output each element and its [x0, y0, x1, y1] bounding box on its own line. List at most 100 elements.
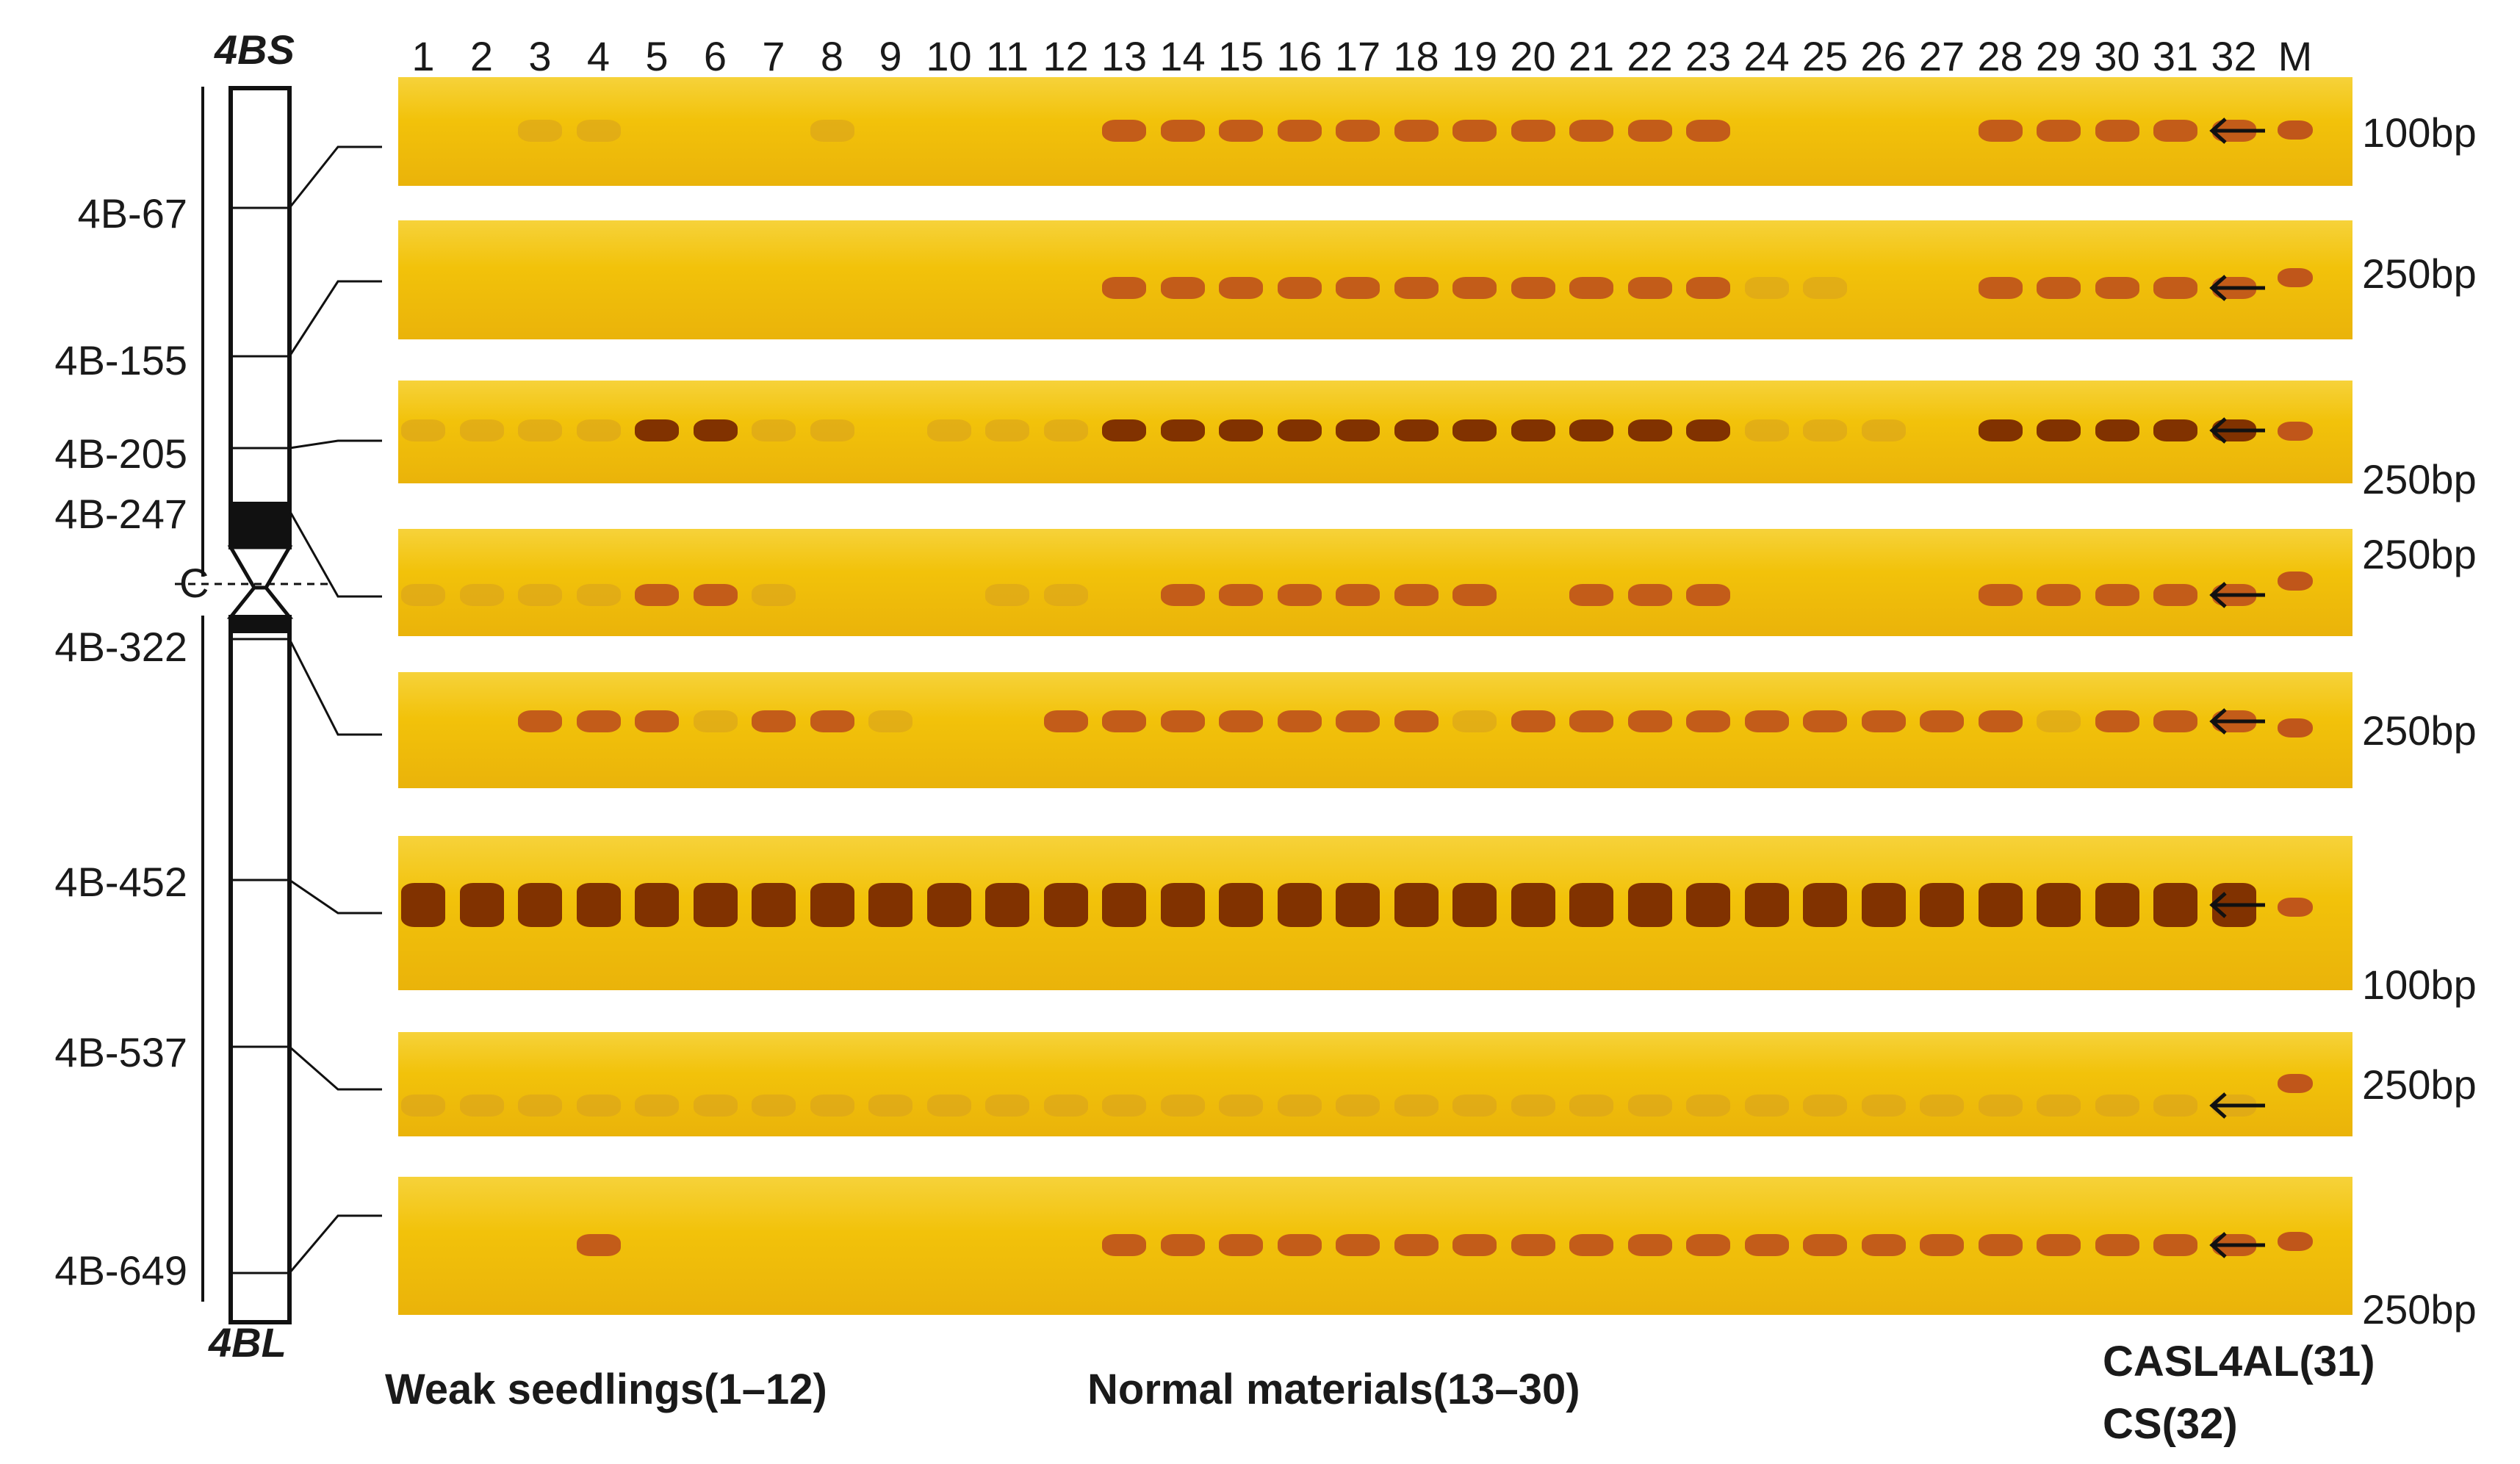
gel-band — [752, 419, 796, 441]
gel-band — [1160, 419, 1205, 441]
gel-band — [1452, 277, 1497, 299]
gel-panel — [398, 529, 2352, 636]
gel-band — [693, 1095, 738, 1117]
marker-label-4B-155: 4B-155 — [54, 337, 187, 383]
gel-band — [1686, 419, 1730, 441]
gel-band — [635, 883, 679, 927]
gel-band — [1569, 584, 1613, 606]
gel-band — [868, 1095, 912, 1117]
gel-band — [1219, 1234, 1263, 1256]
gel-band — [1160, 1095, 1205, 1117]
gel-band — [2153, 883, 2197, 927]
gel-band — [693, 883, 738, 927]
size-label: 100bp — [2362, 109, 2477, 156]
gel-band — [635, 710, 679, 732]
lane-number: 26 — [1860, 33, 1907, 79]
lane-number: 22 — [1627, 33, 1673, 79]
gel-band — [1511, 1095, 1555, 1117]
lane-number: 28 — [1977, 33, 2023, 79]
lane-number: 15 — [1217, 33, 1264, 79]
band-arrow-icon — [2209, 708, 2265, 735]
gel-band — [1452, 1234, 1497, 1256]
lane-number: 9 — [879, 33, 902, 79]
gel-band — [868, 710, 912, 732]
short-arm — [228, 86, 292, 549]
gel-band — [1277, 277, 1322, 299]
lane-number: 10 — [926, 33, 972, 79]
ladder-band — [2278, 1232, 2313, 1252]
gel-band — [693, 710, 738, 732]
gel-band — [1627, 1095, 1672, 1117]
gel-band — [810, 710, 854, 732]
gel-band — [1102, 1234, 1146, 1256]
gel-band — [1803, 883, 1847, 927]
long-arm — [228, 615, 292, 1324]
gel-band — [1978, 1095, 2023, 1117]
size-label: 250bp — [2362, 707, 2477, 754]
gel-band — [2037, 1095, 2081, 1117]
gel-panel — [398, 1177, 2352, 1315]
lane-number: 3 — [528, 33, 552, 79]
gel-band — [2153, 710, 2197, 732]
lane-number: 14 — [1159, 33, 1206, 79]
gel-band — [1803, 710, 1847, 732]
gel-band — [1394, 1234, 1439, 1256]
gel-band — [1102, 277, 1146, 299]
lane-number: 18 — [1393, 33, 1439, 79]
gel-band — [1920, 883, 1964, 927]
gel-band — [926, 883, 971, 927]
gel-band — [518, 419, 562, 441]
gel-band — [576, 883, 621, 927]
gel-band — [459, 584, 504, 606]
gel-band — [1744, 710, 1789, 732]
long-arm-label: 4BL — [209, 1319, 287, 1366]
gel-band — [1511, 1234, 1555, 1256]
marker-label-4B-452: 4B-452 — [54, 859, 187, 905]
gel-band — [1043, 710, 1088, 732]
gel-band — [1219, 120, 1263, 142]
gel-band — [1394, 710, 1439, 732]
gel-band — [459, 883, 504, 927]
gel-band — [1160, 883, 1205, 927]
gel-band — [1452, 584, 1497, 606]
marker-label-4B-247: 4B-247 — [54, 491, 187, 537]
gel-band — [1686, 710, 1730, 732]
lane-number: 7 — [762, 33, 785, 79]
gel-band — [2153, 277, 2197, 299]
gel-band — [1394, 584, 1439, 606]
gel-band — [1511, 120, 1555, 142]
gel-band — [1978, 1234, 2023, 1256]
lane-number: 21 — [1568, 33, 1615, 79]
gel-band — [1627, 120, 1672, 142]
gel-band — [2153, 1095, 2197, 1117]
gel-band — [635, 419, 679, 441]
gel-band — [1102, 120, 1146, 142]
gel-band — [1978, 883, 2023, 927]
gel-band — [926, 1095, 971, 1117]
lane-number: 23 — [1685, 33, 1732, 79]
band-arrow-icon — [2209, 1232, 2265, 1258]
gel-band — [1861, 1095, 1906, 1117]
gel-band — [1569, 1095, 1613, 1117]
gel-band — [1277, 584, 1322, 606]
gel-band — [1861, 1234, 1906, 1256]
gel-band — [1920, 1095, 1964, 1117]
gel-band — [2037, 277, 2081, 299]
band-arrow-icon — [2209, 582, 2265, 608]
lane-number: 16 — [1276, 33, 1322, 79]
gel-band — [1277, 120, 1322, 142]
gel-band — [1920, 1234, 1964, 1256]
gel-band — [1277, 419, 1322, 441]
gel-band — [1219, 710, 1263, 732]
gel-band — [810, 883, 854, 927]
gel-band — [1627, 710, 1672, 732]
gel-band — [1861, 419, 1906, 441]
gel-band — [985, 419, 1029, 441]
gel-band — [1102, 710, 1146, 732]
gel-band — [1219, 584, 1263, 606]
gel-band — [518, 710, 562, 732]
gel-panel — [398, 836, 2352, 990]
ladder-band — [2278, 120, 2313, 140]
gel-band — [1569, 883, 1613, 927]
